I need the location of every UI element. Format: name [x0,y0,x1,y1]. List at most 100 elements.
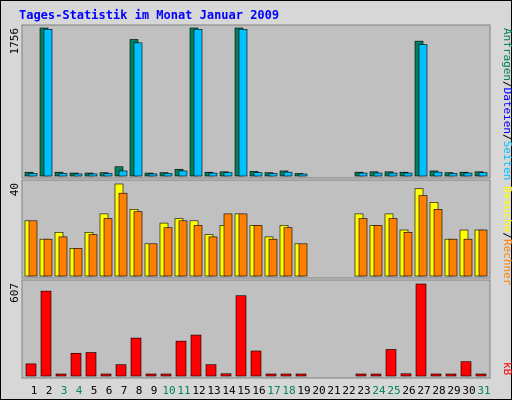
bar-rechner-day-5 [88,234,98,277]
bar-rechner-day-30 [463,238,473,277]
day-label-28: 28 [432,384,445,397]
legend-kb: kB [501,362,512,376]
bar-kb-day-26 [400,373,412,377]
legend-separator: / [501,134,512,141]
bar-rechner-day-15 [238,213,248,277]
day-labels: 1 2 3 4 5 6 7 8 9 10 11 12 13 14 15 16 17 18 19 20 21 22 23 24 2… [31,384,491,397]
day-label-2: 2 [46,384,53,397]
day-label-19: 19 [297,384,310,397]
bar-seiten-day-4 [73,173,83,177]
bar-seiten-day-1 [28,173,38,177]
legend-separator: / [501,81,512,88]
day-label-20: 20 [312,384,325,397]
bar-rechner-day-23 [358,218,368,277]
bar-seiten-day-14 [223,172,233,177]
bar-rechner-day-6 [103,218,113,277]
bar-kb-day-6 [100,373,112,377]
bar-rechner-day-18 [283,227,293,277]
bar-rechner-day-14 [223,213,233,277]
legend-separator: / [501,232,512,239]
visits-legend: Besuche/Rechner [501,186,512,286]
bar-rechner-day-1 [28,220,38,277]
day-label-16: 16 [252,384,265,397]
day-label-4: 4 [76,384,83,397]
legend-besuche: Besuche [501,186,512,232]
day-label-14: 14 [222,384,236,397]
bar-seiten-day-13 [208,172,218,177]
legend-dateien: Dateien [501,88,512,134]
bar-rechner-day-19 [298,243,308,277]
bar-kb-day-17 [265,373,277,377]
day-label-27: 27 [417,384,430,397]
bar-rechner-day-25 [388,218,398,277]
day-label-26: 26 [402,384,415,397]
bar-seiten-day-12 [193,29,203,177]
bar-rechner-day-8 [133,211,143,277]
traffic-ymax-label: 607 [8,283,21,303]
bar-seiten-day-8 [133,42,143,177]
bar-rechner-day-31 [478,229,488,277]
bar-seiten-day-5 [88,173,98,177]
bar-rechner-day-16 [253,225,263,277]
bar-seiten-day-17 [268,173,278,177]
bar-rechner-day-26 [403,232,413,277]
bar-seiten-day-9 [148,173,158,177]
day-label-8: 8 [136,384,143,397]
bar-kb-day-13 [205,364,217,377]
day-label-24: 24 [372,384,386,397]
bar-kb-day-9 [145,373,157,377]
day-label-21: 21 [327,384,340,397]
bar-kb-day-16 [250,350,262,377]
bar-rechner-day-2 [43,238,53,277]
day-label-15: 15 [237,384,250,397]
bar-seiten-day-28 [433,171,443,177]
day-label-5: 5 [91,384,98,397]
bar-rechner-day-10 [163,227,173,277]
day-label-30: 30 [462,384,475,397]
bar-kb-day-14 [220,373,232,377]
day-label-1: 1 [31,384,38,397]
bar-seiten-day-6 [103,173,113,177]
hits-legend: Anfragen/Dateien/Seiten [501,28,512,180]
bar-kb-day-8 [130,337,142,377]
bar-kb-day-23 [355,373,367,377]
bar-kb-day-27 [415,283,427,377]
bar-seiten-day-24 [373,172,383,177]
day-label-11: 11 [177,384,190,397]
bar-seiten-day-19 [298,173,308,177]
bar-rechner-day-3 [58,236,68,277]
bar-rechner-day-28 [433,209,443,277]
bar-kb-day-25 [385,349,397,377]
bar-kb-day-5 [85,352,97,377]
hits-panel [21,24,491,179]
bar-seiten-day-7 [118,170,128,177]
legend-rechner: Rechner [501,239,512,286]
day-label-9: 9 [151,384,158,397]
bar-kb-day-12 [190,334,202,377]
bar-kb-day-11 [175,340,187,377]
day-label-22: 22 [342,384,355,397]
bar-seiten-day-29 [448,173,458,177]
day-label-3: 3 [61,384,68,397]
day-label-6: 6 [106,384,113,397]
bar-rechner-day-24 [373,225,383,277]
day-label-31: 31 [477,384,490,397]
day-label-13: 13 [207,384,220,397]
visits-ymax-label: 40 [8,183,21,196]
bar-seiten-day-16 [253,172,263,177]
bar-seiten-day-2 [43,29,53,177]
day-label-25: 25 [387,384,400,397]
bar-kb-day-15 [235,295,247,377]
bar-rechner-day-4 [73,248,83,277]
bar-seiten-day-11 [178,170,188,177]
bar-rechner-day-27 [418,195,428,277]
day-label-23: 23 [357,384,370,397]
legend-seiten: Seiten [501,141,512,181]
day-label-7: 7 [121,384,128,397]
bar-kb-day-31 [475,373,487,377]
bar-kb-day-18 [280,373,292,377]
bar-rechner-day-13 [208,236,218,277]
day-label-29: 29 [447,384,460,397]
bar-seiten-day-25 [388,172,398,177]
